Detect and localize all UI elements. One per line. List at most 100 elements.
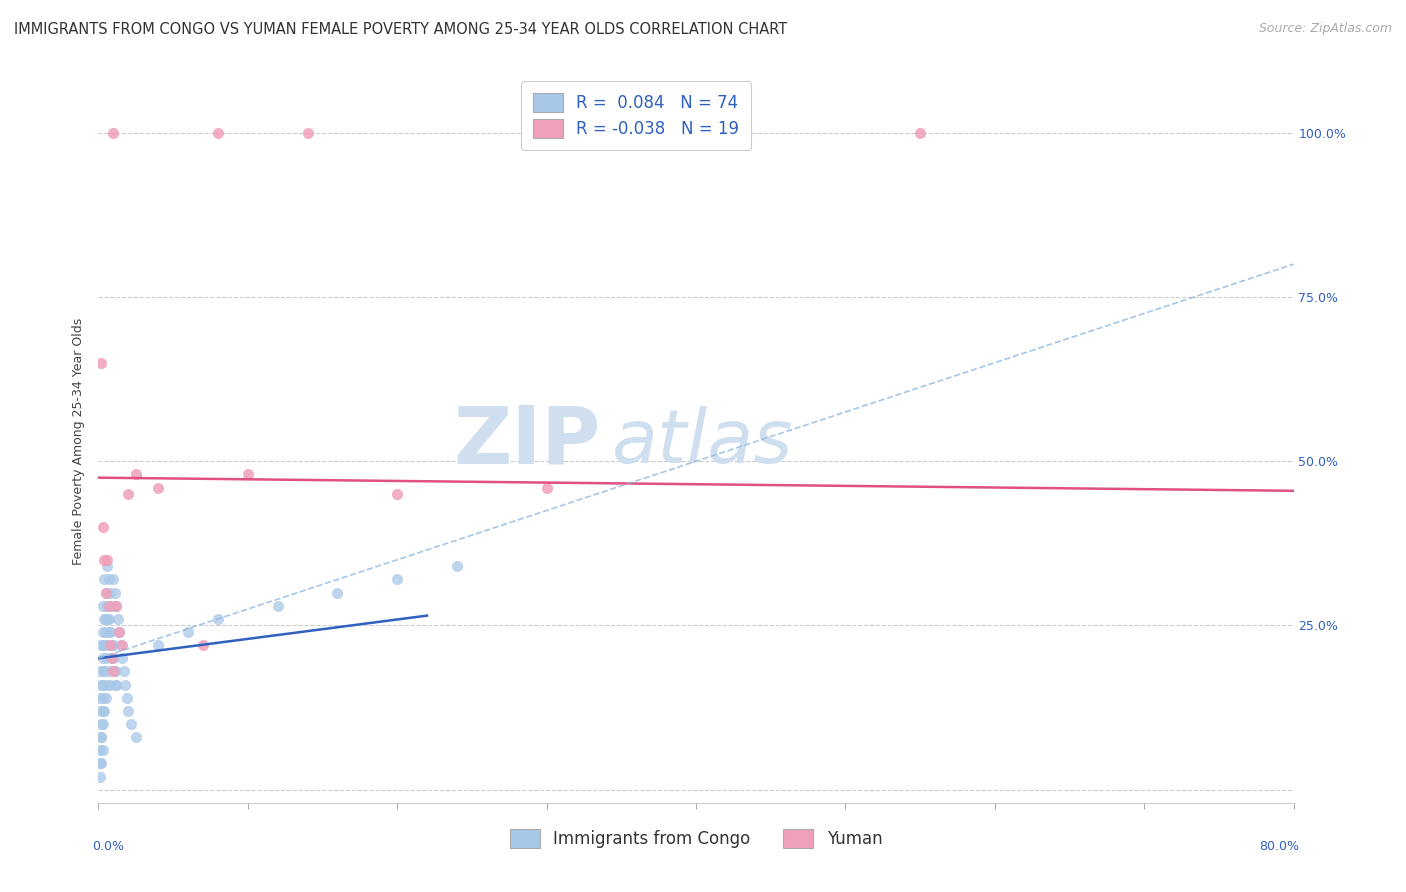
Legend: Immigrants from Congo, Yuman: Immigrants from Congo, Yuman bbox=[498, 817, 894, 860]
Point bbox=[91, 625, 114, 640]
Point bbox=[97, 612, 120, 626]
Point bbox=[111, 651, 134, 665]
Point bbox=[91, 717, 114, 731]
Point bbox=[115, 690, 138, 705]
Point bbox=[96, 677, 118, 691]
Point bbox=[105, 599, 128, 613]
Point bbox=[90, 356, 112, 370]
Point bbox=[103, 126, 125, 140]
Point bbox=[96, 612, 118, 626]
Point bbox=[89, 743, 111, 757]
Point bbox=[91, 704, 114, 718]
Point bbox=[90, 730, 112, 744]
Point bbox=[93, 665, 115, 679]
Point bbox=[148, 481, 170, 495]
Point bbox=[89, 756, 111, 771]
Point bbox=[94, 612, 117, 626]
Point bbox=[207, 126, 229, 140]
Point bbox=[125, 467, 148, 482]
Point bbox=[108, 625, 131, 640]
Point bbox=[104, 665, 127, 679]
Point bbox=[98, 585, 122, 599]
Point bbox=[98, 677, 122, 691]
Point bbox=[536, 481, 558, 495]
Point bbox=[94, 585, 117, 599]
Point bbox=[97, 573, 120, 587]
Point bbox=[90, 704, 112, 718]
Point bbox=[96, 559, 118, 574]
Text: IMMIGRANTS FROM CONGO VS YUMAN FEMALE POVERTY AMONG 25-34 YEAR OLDS CORRELATION : IMMIGRANTS FROM CONGO VS YUMAN FEMALE PO… bbox=[14, 22, 787, 37]
Point bbox=[89, 770, 111, 784]
Point bbox=[98, 625, 122, 640]
Point bbox=[98, 638, 122, 652]
Point bbox=[96, 599, 118, 613]
Point bbox=[89, 690, 111, 705]
Point bbox=[93, 553, 115, 567]
Point bbox=[90, 730, 112, 744]
Text: ZIP: ZIP bbox=[453, 402, 600, 481]
Point bbox=[103, 573, 125, 587]
Point bbox=[105, 677, 128, 691]
Point bbox=[96, 553, 118, 567]
Y-axis label: Female Poverty Among 25-34 Year Olds: Female Poverty Among 25-34 Year Olds bbox=[72, 318, 86, 566]
Point bbox=[93, 638, 115, 652]
Point bbox=[94, 690, 117, 705]
Point bbox=[94, 585, 117, 599]
Text: 80.0%: 80.0% bbox=[1260, 839, 1299, 853]
Point bbox=[125, 730, 148, 744]
Point bbox=[105, 677, 128, 691]
Point bbox=[91, 651, 114, 665]
Point bbox=[94, 651, 117, 665]
Point bbox=[104, 665, 127, 679]
Point bbox=[101, 638, 124, 652]
Point bbox=[101, 651, 124, 665]
Point bbox=[97, 665, 120, 679]
Point bbox=[93, 704, 115, 718]
Point bbox=[120, 717, 142, 731]
Point bbox=[91, 743, 114, 757]
Point bbox=[97, 599, 120, 613]
Point bbox=[91, 520, 114, 534]
Point bbox=[117, 487, 139, 501]
Point bbox=[90, 677, 112, 691]
Point bbox=[93, 665, 115, 679]
Point bbox=[103, 665, 125, 679]
Point bbox=[96, 638, 118, 652]
Point bbox=[297, 126, 319, 140]
Point bbox=[148, 638, 170, 652]
Text: atlas: atlas bbox=[613, 406, 794, 477]
Point bbox=[326, 585, 349, 599]
Point bbox=[177, 625, 200, 640]
Point bbox=[117, 704, 139, 718]
Point bbox=[90, 638, 112, 652]
Point bbox=[101, 599, 124, 613]
Point bbox=[93, 573, 115, 587]
Point bbox=[93, 638, 115, 652]
Point bbox=[385, 573, 409, 587]
Point bbox=[908, 126, 931, 140]
Point bbox=[101, 651, 124, 665]
Point bbox=[112, 665, 135, 679]
Point bbox=[385, 487, 409, 501]
Point bbox=[108, 625, 131, 640]
Point bbox=[97, 599, 120, 613]
Point bbox=[236, 467, 259, 482]
Point bbox=[191, 638, 214, 652]
Text: 0.0%: 0.0% bbox=[93, 839, 125, 853]
Point bbox=[91, 690, 114, 705]
Point bbox=[110, 638, 132, 652]
Point bbox=[90, 717, 112, 731]
Point bbox=[94, 625, 117, 640]
Point bbox=[103, 638, 125, 652]
Point bbox=[91, 599, 114, 613]
Point bbox=[98, 625, 122, 640]
Point bbox=[89, 665, 111, 679]
Point bbox=[207, 612, 229, 626]
Text: Source: ZipAtlas.com: Source: ZipAtlas.com bbox=[1258, 22, 1392, 36]
Point bbox=[91, 677, 114, 691]
Point bbox=[446, 559, 468, 574]
Point bbox=[104, 585, 127, 599]
Point bbox=[267, 599, 290, 613]
Point bbox=[111, 638, 134, 652]
Point bbox=[107, 612, 129, 626]
